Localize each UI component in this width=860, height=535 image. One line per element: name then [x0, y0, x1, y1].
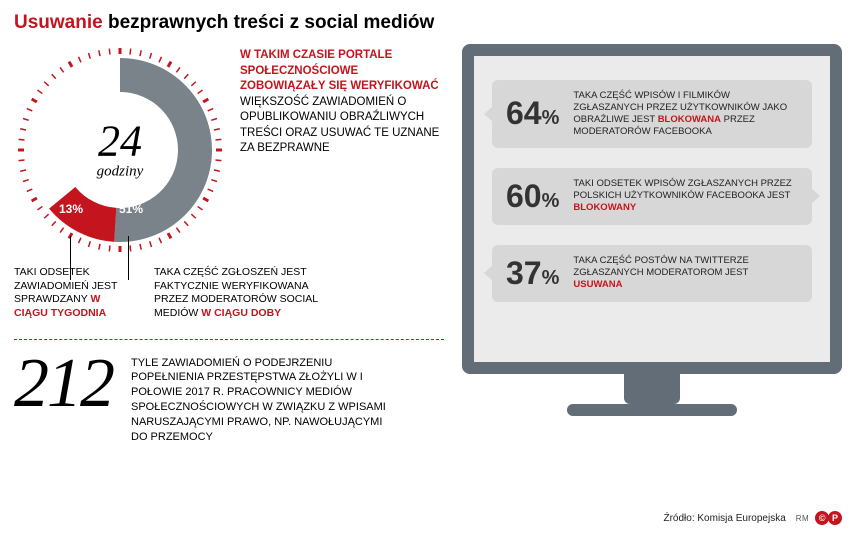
donut-center: 24 godziny — [97, 120, 144, 181]
left-column: 24 godziny 51% 13% W TAKIM CZASIE PORTAL… — [14, 44, 444, 445]
stat-212-value: 212 — [14, 352, 113, 415]
stat-text-0: TAKA CZĘŚĆ WPISÓW I FILMIKÓW ZGŁASZANYCH… — [573, 90, 798, 138]
stat-text-1: TAKI ODSETEK WPISÓW ZGŁASZANYCH PRZEZ PO… — [573, 178, 798, 214]
footnote-left: TAKI ODSETEK ZAWIADOMIEŃ JEST SPRAWDZANY… — [14, 266, 134, 321]
slice-label-13: 13% — [59, 202, 83, 216]
monitor-screen: 64% TAKA CZĘŚĆ WPISÓW I FILMIKÓW ZGŁASZA… — [462, 44, 842, 374]
footnote-left-text: TAKI ODSETEK ZAWIADOMIEŃ JEST SPRAWDZANY — [14, 266, 117, 305]
right-column: 64% TAKA CZĘŚĆ WPISÓW I FILMIKÓW ZGŁASZA… — [462, 44, 846, 445]
title-red: Usuwanie — [14, 12, 103, 33]
source-line: Źródło: Komisja Europejska RM © P — [663, 511, 842, 525]
side-paragraph: W TAKIM CZASIE PORTALE SPOŁECZNOŚCIOWE Z… — [240, 44, 444, 256]
monitor-base — [567, 404, 737, 416]
leader-13 — [70, 236, 71, 280]
stat-212: 212 TYLE ZAWIADOMIEŃ O PODEJRZENIU POPEŁ… — [14, 352, 444, 445]
divider — [14, 339, 444, 340]
footnote-right-red: W CIĄGU DOBY — [201, 307, 281, 319]
donut-center-value: 24 — [97, 120, 144, 164]
stat-row-1: 60% TAKI ODSETEK WPISÓW ZGŁASZANYCH PRZE… — [492, 168, 812, 225]
monitor-graphic: 64% TAKA CZĘŚĆ WPISÓW I FILMIKÓW ZGŁASZA… — [462, 44, 842, 416]
slice-label-51: 51% — [119, 202, 143, 216]
stat-212-text: TYLE ZAWIADOMIEŃ O PODEJRZENIU POPEŁNIEN… — [131, 352, 391, 445]
stat-pct-0: 64% — [506, 95, 559, 132]
stat-row-2: 37% TAKA CZĘŚĆ POSTÓW NA TWITTERZE ZGŁAS… — [492, 245, 812, 302]
side-rest: WIĘKSZOŚĆ ZAWIADOMIEŃ O OPUBLIKOWANIU OB… — [240, 96, 439, 155]
source-label: Źródło: Komisja Europejska — [663, 513, 785, 524]
source-credit: RM — [796, 514, 809, 523]
footnotes: TAKI ODSETEK ZAWIADOMIEŃ JEST SPRAWDZANY… — [14, 266, 444, 321]
donut-center-unit: godziny — [97, 164, 144, 181]
side-red: W TAKIM CZASIE PORTALE SPOŁECZNOŚCIOWE Z… — [240, 49, 439, 92]
title-rest: bezprawnych treści z social mediów — [103, 12, 435, 33]
stat-pct-1: 60% — [506, 178, 559, 215]
stat-pct-2: 37% — [506, 255, 559, 292]
leader-51 — [128, 236, 129, 280]
footnote-right: TAKA CZĘŚĆ ZGŁOSZEŃ JEST FAKTYCZNIE WERY… — [154, 266, 334, 321]
monitor-neck — [624, 374, 680, 404]
stat-text-2: TAKA CZĘŚĆ POSTÓW NA TWITTERZE ZGŁASZANY… — [573, 255, 798, 291]
donut-chart: 24 godziny 51% 13% — [14, 44, 226, 256]
stat-row-0: 64% TAKA CZĘŚĆ WPISÓW I FILMIKÓW ZGŁASZA… — [492, 80, 812, 148]
page-title: Usuwanie bezprawnych treści z social med… — [14, 12, 846, 34]
p-icon: P — [828, 511, 842, 525]
